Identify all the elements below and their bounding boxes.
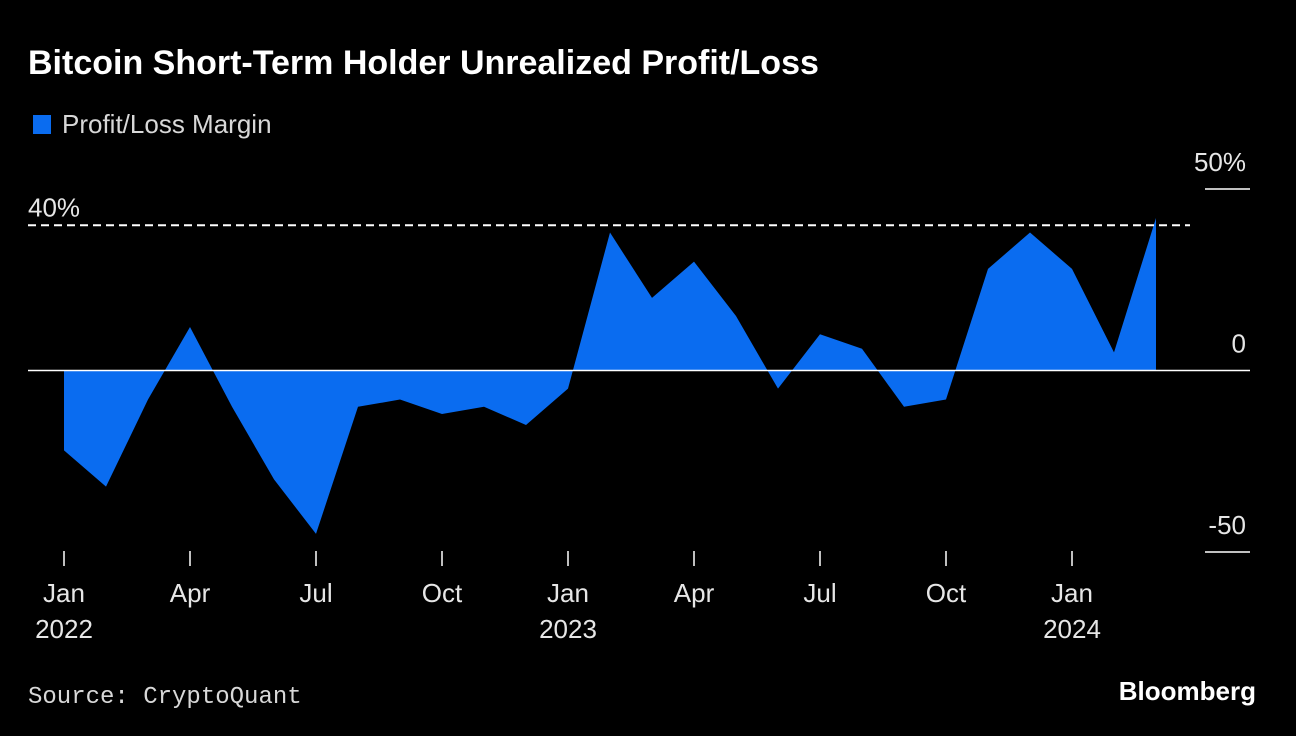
x-tick-label: Jan	[43, 578, 85, 608]
x-tick-label: Jan	[547, 578, 589, 608]
x-tick-label: Jul	[299, 578, 332, 608]
x-tick-year: 2023	[539, 614, 597, 644]
y-tick-label: 0	[1232, 329, 1246, 359]
y-tick-label: -50	[1208, 510, 1246, 540]
x-tick-label: Apr	[170, 578, 211, 608]
x-tick-label: Jan	[1051, 578, 1093, 608]
x-tick-label: Jul	[803, 578, 836, 608]
area	[64, 218, 1156, 534]
source: Source: CryptoQuant	[28, 684, 302, 711]
x-tick-label: Oct	[926, 578, 967, 608]
brand-logo: Bloomberg	[1119, 676, 1256, 706]
reference-label: 40%	[28, 192, 80, 222]
x-tick-label: Oct	[422, 578, 463, 608]
y-tick-label: 50%	[1194, 147, 1246, 177]
chart-title: Bitcoin Short-Term Holder Unrealized Pro…	[28, 44, 819, 82]
x-tick-label: Apr	[674, 578, 715, 608]
legend-swatch	[33, 115, 51, 134]
legend-label: Profit/Loss Margin	[62, 109, 272, 139]
x-tick-year: 2022	[35, 614, 93, 644]
x-tick-year: 2024	[1043, 614, 1101, 644]
